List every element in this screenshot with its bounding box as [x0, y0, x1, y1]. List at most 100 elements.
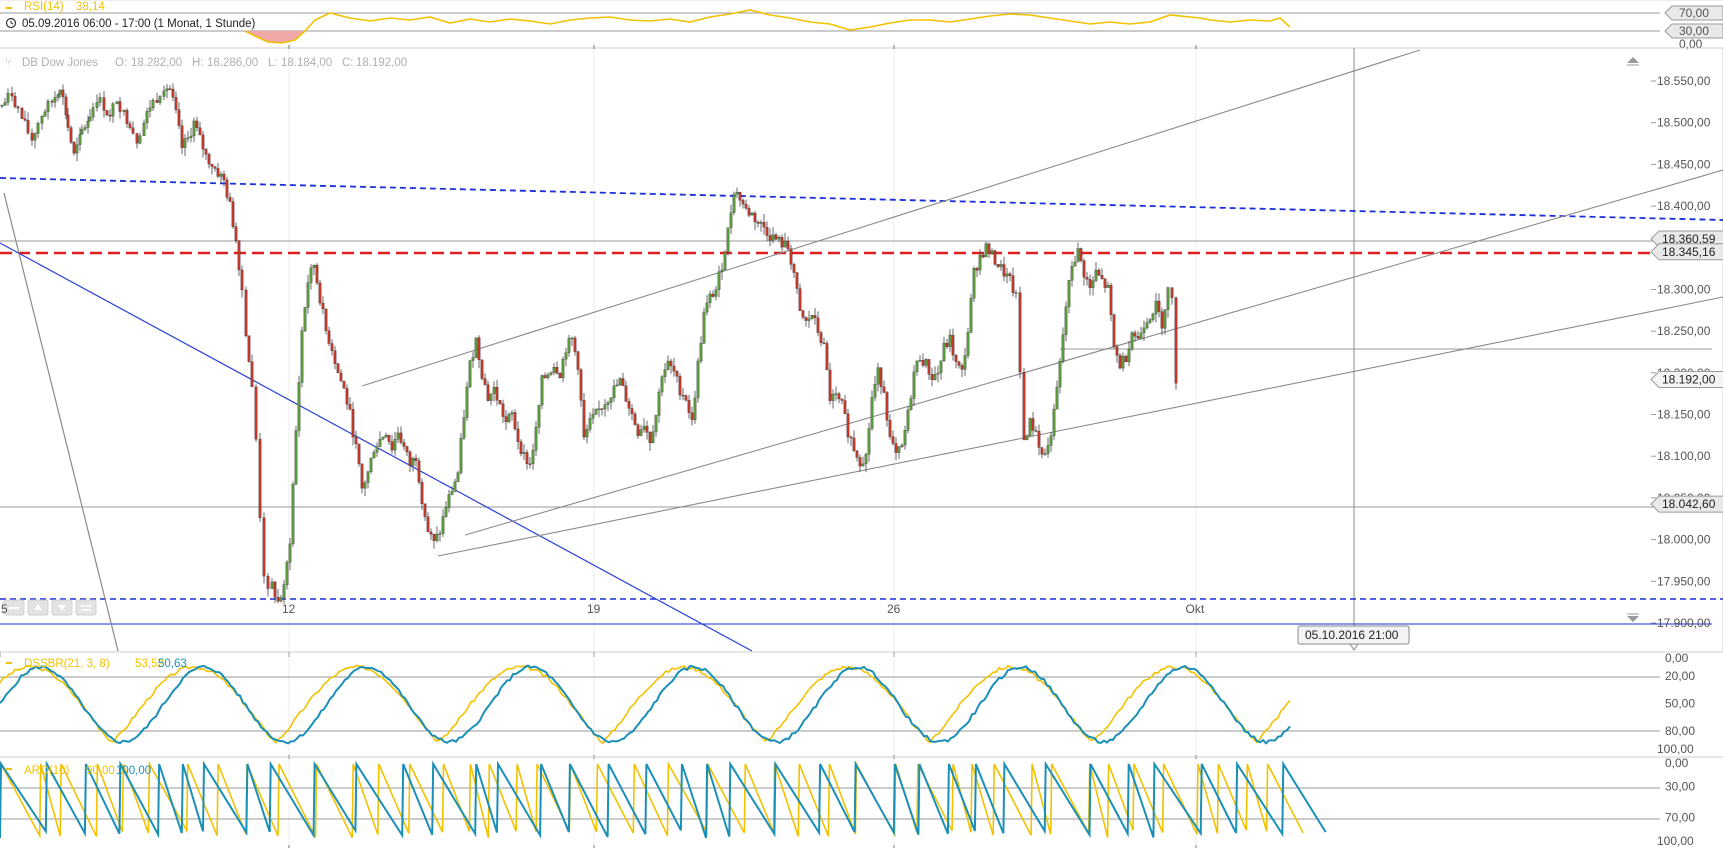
candle	[375, 442, 379, 457]
price-tick-label: 17.900,00	[1657, 616, 1711, 630]
arrow-up-icon	[34, 604, 42, 610]
candle	[216, 162, 220, 179]
candle	[936, 365, 940, 383]
price-tick-label: 18.150,00	[1657, 408, 1711, 422]
candle	[681, 387, 685, 401]
candle	[783, 232, 787, 248]
candle	[393, 431, 397, 456]
candle	[1127, 340, 1131, 367]
candle	[189, 127, 193, 143]
candle	[882, 380, 886, 394]
candle	[732, 191, 736, 216]
price-tick-label: 18.300,00	[1657, 282, 1711, 296]
candle	[102, 90, 106, 118]
candle	[360, 463, 364, 494]
candle	[262, 512, 266, 584]
instrument-icon: ⑂	[5, 55, 12, 68]
candle	[459, 432, 463, 475]
candle	[576, 350, 580, 375]
candle	[56, 93, 60, 102]
candle	[816, 311, 820, 337]
candle	[192, 117, 196, 143]
candle	[762, 214, 766, 235]
candle	[888, 414, 892, 440]
candle	[351, 402, 355, 446]
candle	[786, 236, 790, 251]
candle	[1043, 448, 1047, 456]
date-tick-label: 12	[282, 602, 296, 616]
candle	[16, 105, 20, 113]
dssbr-label: DSSBR(21, 3, 8)	[24, 658, 110, 670]
scale-down-icon[interactable]	[1627, 613, 1639, 622]
candle	[447, 489, 451, 513]
candle	[1070, 260, 1074, 287]
toolbar-expand-button[interactable]	[75, 599, 97, 616]
candle	[759, 219, 763, 232]
candle	[945, 338, 949, 349]
candle	[105, 110, 109, 117]
candle	[1094, 261, 1098, 283]
price-level-box: 18.345,16	[1650, 243, 1723, 261]
candle	[600, 408, 604, 416]
candle	[396, 426, 400, 444]
candle	[693, 390, 697, 424]
candle	[609, 396, 613, 410]
candle	[128, 120, 132, 130]
candle	[510, 410, 514, 421]
candle	[582, 392, 586, 441]
candle	[858, 454, 862, 472]
ohlc-readout: O: 18.282,00 H: 18.286,00 L: 18.184,00 C…	[115, 57, 407, 69]
candle	[1106, 281, 1110, 288]
candle	[204, 147, 208, 160]
candle	[417, 457, 421, 485]
candle	[171, 83, 175, 102]
candle	[399, 426, 403, 445]
candle	[46, 99, 50, 120]
candle	[537, 404, 541, 434]
candle	[501, 399, 505, 423]
candle	[115, 101, 119, 105]
candle	[342, 380, 346, 389]
candle	[95, 94, 99, 112]
candle	[441, 509, 445, 538]
candle	[861, 456, 865, 467]
rsi-value: 38,14	[76, 1, 105, 13]
candle	[837, 391, 841, 404]
aro-axis-ticks: 100,00 70,00 30,00 0,00	[1657, 756, 1695, 848]
candle	[254, 384, 258, 443]
date-tick-label: 26	[887, 602, 901, 616]
candle	[64, 93, 68, 120]
candle	[1049, 431, 1053, 452]
scale-up-icon[interactable]	[1627, 57, 1639, 66]
candle	[1073, 256, 1077, 267]
candle	[372, 449, 376, 459]
dssbr-yellow-line	[0, 664, 1291, 745]
candle	[792, 262, 796, 278]
candle	[807, 310, 811, 328]
candle	[915, 360, 919, 376]
candle	[1088, 274, 1092, 296]
candle	[285, 559, 289, 590]
candle	[330, 339, 334, 356]
candle	[315, 263, 319, 285]
candle	[345, 384, 349, 410]
candle	[1151, 312, 1155, 322]
candle	[564, 347, 568, 367]
candle	[300, 326, 304, 388]
candle	[741, 198, 745, 209]
candle	[3, 98, 7, 106]
candle	[72, 141, 76, 156]
candle	[474, 337, 478, 358]
candle	[630, 404, 634, 421]
candle	[1076, 242, 1080, 263]
candle	[987, 242, 991, 259]
candle	[948, 329, 952, 352]
candlestick-series	[0, 83, 1178, 605]
candle	[138, 132, 142, 145]
candle	[20, 106, 24, 120]
rsi-tick-label: 0,00	[1679, 37, 1703, 51]
candle	[549, 371, 553, 376]
candle	[1046, 437, 1050, 458]
candle	[30, 128, 34, 146]
candle	[1055, 380, 1059, 410]
